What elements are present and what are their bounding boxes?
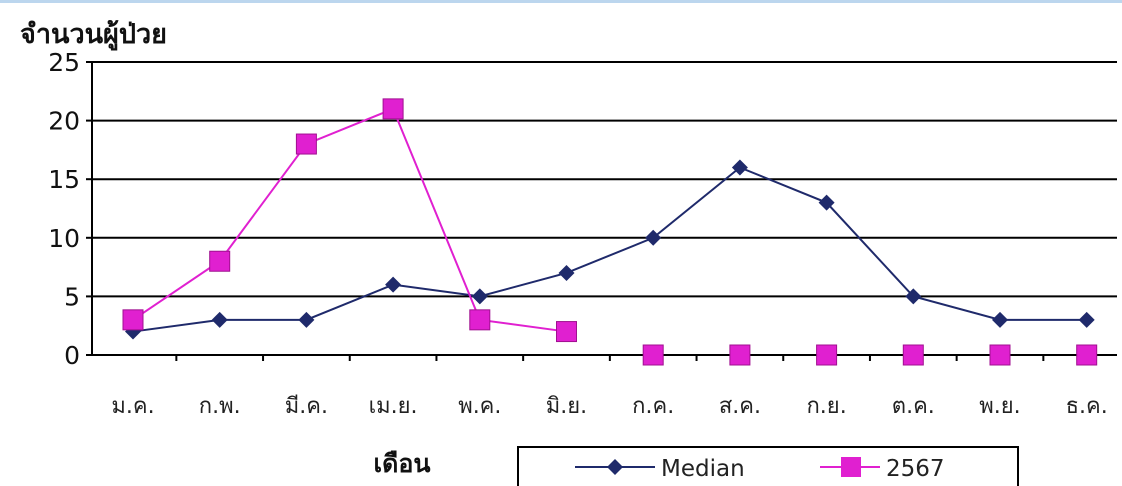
data-point-median: [558, 264, 575, 281]
x-tick-label: มิ.ย.: [546, 394, 587, 419]
x-tick-label: มี.ค.: [285, 394, 328, 419]
x-tick-label: เม.ย.: [369, 394, 418, 419]
data-point-2567: [469, 309, 491, 331]
data-point-median: [818, 194, 835, 211]
data-point-median: [211, 311, 228, 328]
data-point-2567: [295, 133, 317, 155]
y-axis-title: จำนวนผู้ป่วย: [20, 19, 167, 50]
data-point-median: [298, 311, 315, 328]
data-point-median: [992, 311, 1008, 328]
x-tick-label: ก.ย.: [806, 394, 846, 419]
data-point-median: [731, 159, 748, 176]
data-point-2567: [816, 344, 838, 366]
x-axis-title: เดือน: [374, 449, 431, 478]
data-point-2567: [902, 344, 924, 366]
data-point-2567: [382, 98, 404, 120]
data-point-2567: [989, 344, 1011, 366]
data-point-median: [645, 229, 662, 246]
x-tick-label: ก.พ.: [199, 394, 241, 419]
x-tick-label: พ.ย.: [979, 394, 1020, 419]
data-point-median: [385, 276, 402, 293]
x-tick-label: ส.ค.: [719, 394, 761, 419]
y-tick-label: 20: [48, 107, 80, 136]
x-tick-label: ต.ค.: [892, 394, 935, 419]
top-border: [0, 0, 1122, 3]
legend-label-2567: 2567: [886, 456, 945, 482]
x-tick-label: ก.ค.: [632, 394, 674, 419]
data-point-2567: [209, 250, 231, 272]
series-line-median: [132, 166, 1087, 333]
data-point-2567: [556, 321, 577, 343]
x-tick-label: พ.ค.: [458, 394, 501, 419]
y-tick-label: 0: [64, 341, 80, 370]
series-line-2567: [132, 107, 567, 333]
data-point-median: [471, 288, 488, 305]
data-point-2567: [642, 344, 664, 366]
y-tick-label: 10: [48, 224, 80, 253]
y-tick-label: 25: [48, 48, 80, 77]
data-point-2567: [122, 309, 144, 331]
legend-marker-2567: [841, 457, 861, 477]
data-point-median: [905, 288, 922, 305]
x-tick-label: ม.ค.: [111, 394, 154, 419]
legend-marker-median: [607, 459, 623, 475]
x-tick-label: ธ.ค.: [1066, 394, 1108, 419]
legend-label-median: Median: [661, 456, 745, 482]
y-tick-label: 5: [64, 282, 80, 311]
data-point-2567: [729, 344, 751, 366]
data-point-2567: [1076, 344, 1098, 366]
y-tick-label: 15: [48, 165, 80, 194]
data-point-median: [1078, 311, 1095, 328]
